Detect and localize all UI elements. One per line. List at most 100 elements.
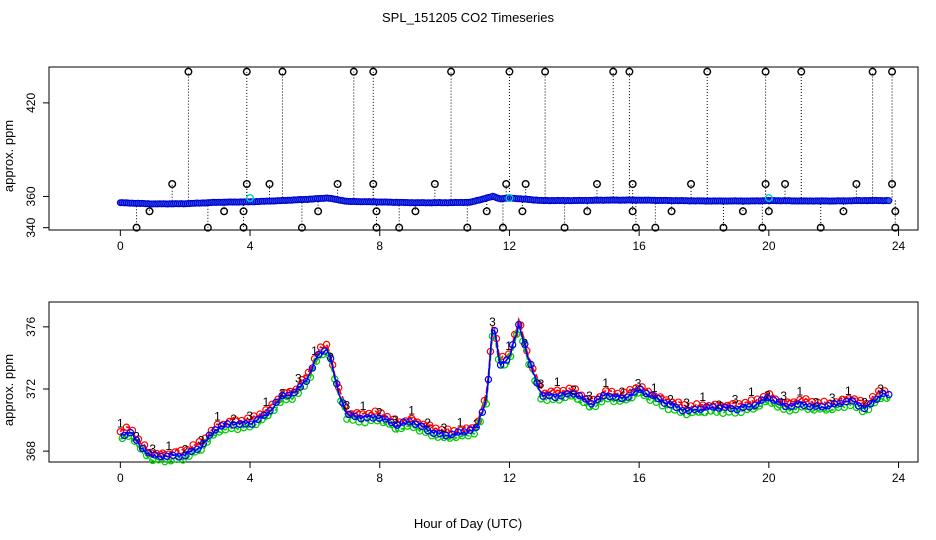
series-1-data-label: 1	[845, 384, 852, 398]
x-tick-label: 24	[892, 239, 906, 253]
spike-high-marker	[349, 67, 358, 76]
spike-bottom-marker	[719, 223, 728, 232]
series-2-point	[288, 395, 296, 403]
series-3-point	[314, 350, 323, 359]
series-3-point	[484, 375, 493, 384]
series-3-data-label: 3	[538, 377, 545, 391]
series-3-point	[866, 400, 875, 408]
cyan-outlier-marker	[505, 194, 514, 203]
series-2-data-label: 2	[764, 388, 771, 402]
series-3-point	[763, 394, 772, 402]
series-3-data-label: 3	[149, 442, 156, 456]
spike-low-marker	[738, 207, 747, 216]
x-tick-label: 12	[503, 471, 517, 485]
figure-title: SPL_151205 CO2 Timeseries	[382, 10, 554, 25]
series-3-point	[508, 341, 517, 349]
series-3-point	[205, 431, 214, 439]
series-3-point	[199, 439, 207, 448]
series-3-data-label: 3	[586, 389, 593, 403]
spike-low-marker	[482, 207, 491, 216]
x-tick-label: 8	[376, 239, 383, 253]
series-2-point	[294, 389, 302, 397]
series-3-point	[290, 388, 298, 397]
series-3-point	[648, 391, 656, 399]
series-3-point	[351, 412, 359, 421]
spike-high-marker	[797, 67, 806, 76]
series-2-point	[634, 389, 642, 397]
series-3-point	[296, 383, 305, 391]
series-3-point	[211, 426, 220, 434]
series-3-point	[248, 420, 256, 428]
series-3-point	[624, 393, 632, 401]
series-1-data-label: 1	[554, 375, 561, 389]
spike-mid-marker	[369, 179, 378, 188]
y-tick-label: 372	[24, 379, 38, 399]
spike-bottom-marker	[758, 223, 767, 232]
spike-mid-marker	[430, 179, 439, 188]
series-3-point	[788, 402, 796, 411]
spike-mid-marker	[502, 179, 511, 188]
series-1-point	[644, 387, 652, 395]
series-3-point	[393, 421, 402, 429]
spike-low-marker	[411, 207, 420, 216]
series-2-point	[422, 428, 430, 437]
series-3-data-label: 3	[635, 376, 642, 390]
spike-low-marker	[764, 207, 773, 216]
series-2-data-label: 2	[861, 395, 868, 409]
spike-low-marker	[220, 207, 229, 216]
series-3-data-label: 3	[343, 398, 350, 412]
series-1-data-label: 1	[699, 390, 706, 404]
spike-high-marker	[505, 67, 514, 76]
cyan-outlier-marker	[764, 194, 773, 203]
series-3-point	[181, 451, 189, 460]
series-1-data-label: 1	[651, 381, 658, 395]
series-3-point	[254, 415, 262, 424]
spike-high-marker	[447, 67, 456, 76]
spike-low-marker	[891, 207, 900, 216]
spike-high-marker	[888, 67, 897, 76]
series-1-data-label: 1	[360, 399, 367, 413]
series-3-data-label: 3	[732, 393, 739, 407]
spike-bottom-marker	[239, 223, 248, 232]
y-tick-label: 340	[24, 217, 38, 237]
spike-bottom-marker	[203, 223, 212, 232]
series-1-data-label: 1	[408, 403, 415, 417]
series-1-data-label: 1	[166, 439, 173, 453]
spike-bottom-marker	[132, 223, 141, 232]
spike-high-marker	[868, 67, 877, 76]
series-1-point	[765, 390, 774, 398]
spike-mid-marker	[521, 179, 530, 188]
series-3-point	[424, 426, 432, 435]
series-3-data-label: 3	[829, 391, 836, 405]
plot-frame	[48, 66, 919, 231]
cyan-outlier-marker	[246, 194, 255, 203]
series-1-data-label: 1	[602, 376, 609, 390]
series-3-point	[502, 356, 511, 364]
plot-frame	[48, 301, 919, 463]
spike-low-marker	[839, 207, 848, 216]
spike-low-marker	[518, 207, 527, 216]
series-3-point	[266, 407, 274, 415]
top-point	[885, 197, 893, 205]
series-3-point	[733, 406, 741, 414]
series-3-point	[381, 415, 389, 423]
x-tick-label: 12	[503, 239, 517, 253]
series-1-data-label: 1	[748, 385, 755, 399]
series-3-point	[515, 320, 523, 329]
series-2-data-label: 2	[424, 416, 431, 430]
spike-high-marker	[242, 67, 251, 76]
series-3-point	[308, 364, 317, 372]
series-3-point	[854, 402, 863, 410]
x-axis-label: Hour of Day (UTC)	[414, 516, 522, 531]
spike-bottom-marker	[297, 223, 306, 232]
series-3-data-label: 3	[441, 421, 448, 435]
series-2-data-label: 2	[182, 443, 189, 457]
x-tick-label: 20	[762, 239, 776, 253]
spike-mid-marker	[168, 179, 177, 188]
spike-mid-marker	[852, 179, 861, 188]
x-tick-label: 24	[892, 471, 906, 485]
series-3-point	[521, 340, 529, 348]
spike-mid-marker	[265, 179, 274, 188]
series-3-point	[472, 423, 480, 432]
spike-mid-marker	[781, 179, 790, 188]
